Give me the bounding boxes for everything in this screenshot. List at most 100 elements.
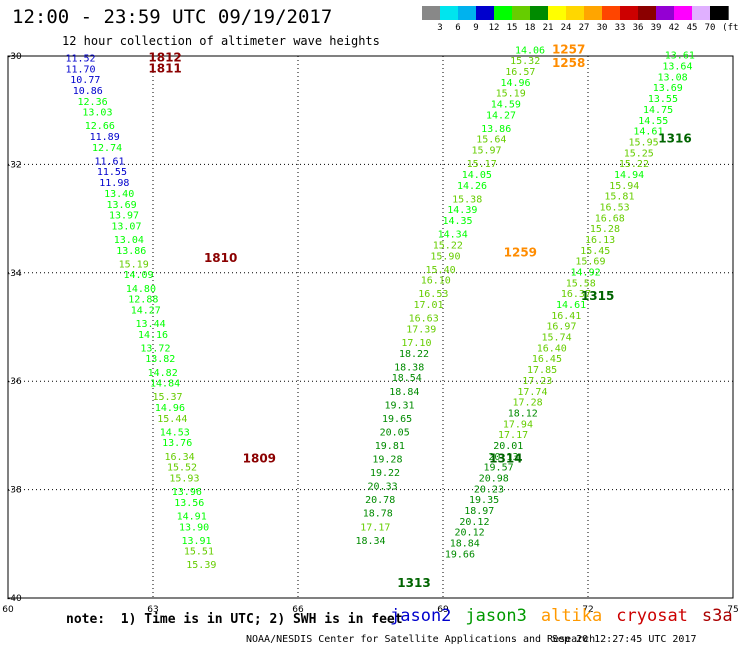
swh-value-cryosat: 16.34 xyxy=(165,452,195,463)
legend-s3a: s3a xyxy=(701,606,733,626)
swh-value-jason3: 16.97 xyxy=(546,322,576,333)
swh-value-jason3: 15.74 xyxy=(542,333,572,344)
swh-value-cryosat: 13.82 xyxy=(145,354,175,365)
swh-value-cryosat: 13.76 xyxy=(162,438,192,449)
swh-value-jason3: 15.40 xyxy=(426,265,456,276)
swh-value-cryosat: 13.91 xyxy=(181,536,211,547)
pass-number-label: 1810 xyxy=(204,251,237,265)
swh-value-jason3: 16.53 xyxy=(418,289,448,300)
swh-value-cryosat: 11.55 xyxy=(97,167,127,178)
swh-value-jason3: 16.10 xyxy=(421,276,451,287)
colorbar-tick-label: 21 xyxy=(542,23,554,33)
swh-value-cryosat: 14.84 xyxy=(150,379,180,390)
legend-jason2: jason2 xyxy=(390,606,452,626)
swh-value-jason3: 13.55 xyxy=(648,94,678,105)
swh-value-cryosat: 13.69 xyxy=(107,200,137,211)
colorbar-tick-label: 36 xyxy=(632,23,644,33)
swh-value-jason3: 20.23 xyxy=(474,484,504,495)
swh-value-jason3: 14.94 xyxy=(614,170,644,181)
swh-value-jason3: 17.17 xyxy=(360,522,390,533)
pass-number-label: 1809 xyxy=(243,452,276,466)
y-tick-label: -34 xyxy=(7,269,22,279)
swh-value-jason3: 14.34 xyxy=(438,230,468,241)
swh-value-jason3: 19.28 xyxy=(372,455,402,466)
x-tick-label: 72 xyxy=(582,605,593,615)
swh-value-jason3: 14.59 xyxy=(491,99,521,110)
swh-value-jason3: 16.63 xyxy=(409,314,439,325)
swh-value-jason3: 19.35 xyxy=(469,495,499,506)
colorbar-tick-label: 45 xyxy=(686,23,698,33)
swh-value-jason3: 18.84 xyxy=(389,387,419,398)
swh-value-cryosat: 14.53 xyxy=(160,427,190,438)
pass-number-label: 1812 xyxy=(148,50,181,64)
swh-value-jason3: 16.68 xyxy=(595,213,625,224)
colorbar-tick-label: 27 xyxy=(578,23,590,33)
swh-value-jason3: 15.38 xyxy=(452,194,482,205)
swh-value-jason3: 19.57 xyxy=(484,463,514,474)
swh-value-jason3: 16.57 xyxy=(505,67,535,78)
pass-number-label: 1316 xyxy=(658,132,691,146)
swh-value-cryosat: 13.72 xyxy=(140,343,170,354)
swh-value-jason3: 14.27 xyxy=(486,110,516,121)
swh-value-jason3: 15.45 xyxy=(580,246,610,257)
colorbar-tick-label: 39 xyxy=(650,23,662,33)
swh-value-jason3: 18.84 xyxy=(450,539,480,550)
swh-value-jason3: 17.28 xyxy=(513,398,543,409)
swh-value-cryosat: 11.52 xyxy=(65,53,95,64)
y-tick-label: -32 xyxy=(7,160,22,170)
pass-number-label: 1313 xyxy=(397,576,430,590)
swh-value-cryosat: 14.96 xyxy=(155,403,185,414)
swh-value-cryosat: 10.77 xyxy=(70,75,100,86)
swh-value-jason3: 15.25 xyxy=(624,148,654,159)
swh-value-cryosat: 11.70 xyxy=(65,64,95,75)
swh-value-jason3: 19.22 xyxy=(370,468,400,479)
swh-value-cryosat: 13.90 xyxy=(179,522,209,533)
swh-value-jason3: 16.13 xyxy=(585,235,615,246)
swh-value-jason3: 18.12 xyxy=(508,408,538,419)
swh-value-jason3: 15.22 xyxy=(619,159,649,170)
swh-value-jason3: 15.90 xyxy=(430,251,460,262)
swh-value-jason3: 20.98 xyxy=(479,473,509,484)
pass-number-label: 1811 xyxy=(148,61,181,75)
swh-value-jason3: 16.53 xyxy=(600,202,630,213)
swh-value-jason3: 18.38 xyxy=(394,362,424,373)
swh-value-jason3: 15.95 xyxy=(629,137,659,148)
swh-value-jason3: 15.58 xyxy=(566,278,596,289)
swh-value-jason3: 18.97 xyxy=(464,506,494,517)
colorbar-tick-label: 18 xyxy=(524,23,536,33)
swh-value-cryosat: 11.61 xyxy=(94,156,124,167)
swh-value-jason3: 17.85 xyxy=(527,365,557,376)
colorbar-swatch xyxy=(710,6,729,20)
swh-value-jason3: 20.12 xyxy=(459,517,489,528)
chart-title: 12:00 - 23:59 UTC 09/19/2017 xyxy=(12,6,333,28)
swh-value-jason3: 15.17 xyxy=(467,159,497,170)
swh-value-cryosat: 13.96 xyxy=(172,487,202,498)
swh-value-jason3: 19.31 xyxy=(384,400,414,411)
satellite-legend: jason2 jason3 altika cryosat s3a xyxy=(390,606,740,626)
swh-value-jason3: 14.92 xyxy=(571,268,601,279)
legend-jason3: jason3 xyxy=(465,606,527,626)
swh-value-cryosat: 14.27 xyxy=(131,305,161,316)
swh-value-jason3: 20.12 xyxy=(455,528,485,539)
swh-value-cryosat: 12.36 xyxy=(78,97,108,108)
swh-value-jason3: 16.45 xyxy=(532,354,562,365)
x-tick-label: 69 xyxy=(437,605,449,615)
colorbar-tick-label: 3 xyxy=(437,23,443,33)
swh-value-jason3: 18.78 xyxy=(363,509,393,520)
swh-value-cryosat: 13.56 xyxy=(174,498,204,509)
swh-value-jason3: 14.61 xyxy=(633,127,663,138)
colorbar-tick-label: 30 xyxy=(596,23,608,33)
swh-value-cryosat: 13.97 xyxy=(109,211,139,222)
swh-value-cryosat: 14.80 xyxy=(126,284,156,295)
x-tick-label: 63 xyxy=(147,605,158,615)
swh-value-jason3: 14.39 xyxy=(447,205,477,216)
note-text: note: 1) Time is in UTC; 2) SWH is in fe… xyxy=(66,612,403,627)
swh-value-jason3: 15.64 xyxy=(476,135,506,146)
x-tick-label: 60 xyxy=(2,605,14,615)
chart-subtitle: 12 hour collection of altimeter wave hei… xyxy=(62,34,380,48)
swh-value-jason3: 17.17 xyxy=(498,430,528,441)
swh-value-jason3: 15.94 xyxy=(609,181,639,192)
swh-value-jason3: 17.23 xyxy=(522,376,552,387)
swh-value-cryosat: 15.37 xyxy=(152,392,182,403)
swh-value-jason3: 14.26 xyxy=(457,181,487,192)
